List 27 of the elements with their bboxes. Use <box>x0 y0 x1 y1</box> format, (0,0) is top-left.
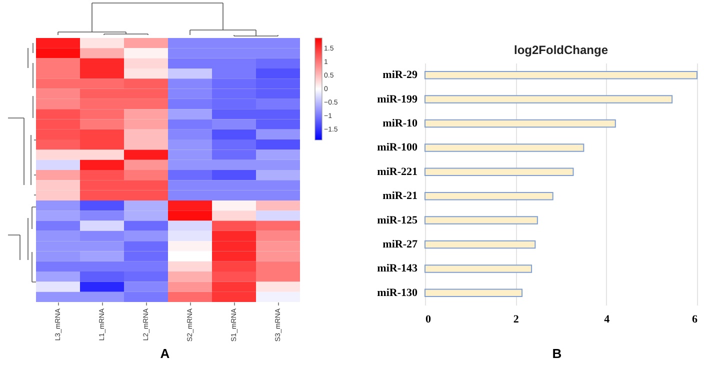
y-tick-label: miR-100 <box>377 142 418 154</box>
bar <box>424 288 523 298</box>
x-tick-label: 4 <box>604 314 610 326</box>
y-tick-label: miR-199 <box>377 93 418 106</box>
y-tick-label: miR-10 <box>382 118 418 130</box>
y-tick-label: miR-130 <box>377 286 418 299</box>
x-tick-label: 2 <box>513 314 520 326</box>
y-tick-label: miR-143 <box>377 262 418 275</box>
text: B <box>552 346 562 361</box>
y-tick-label: miR-27 <box>382 238 418 250</box>
y-tick-label: miR-21 <box>382 190 418 202</box>
bar <box>424 70 698 80</box>
x-tick-label: 6 <box>692 314 698 326</box>
bar <box>424 264 532 273</box>
bar <box>424 168 574 176</box>
y-tick-label: miR-29 <box>382 69 418 82</box>
x-tick-label: 0 <box>426 314 432 326</box>
y-tick-label: miR-221 <box>377 166 418 178</box>
bar <box>424 216 538 224</box>
bar <box>424 192 554 200</box>
bar <box>424 95 673 104</box>
y-tick-label: miR-125 <box>377 214 418 226</box>
bar <box>424 119 616 128</box>
text: A <box>160 346 170 361</box>
bar <box>424 144 584 152</box>
bar <box>424 240 536 249</box>
chart-title: log2FoldChange <box>514 43 608 57</box>
